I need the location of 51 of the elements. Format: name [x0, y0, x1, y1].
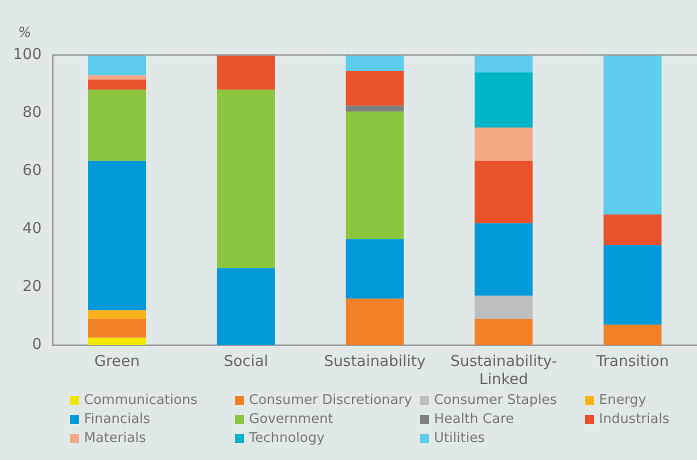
y-tick-label: 80	[22, 102, 42, 121]
legend-label: Industrials	[598, 411, 670, 427]
legend-label: Financials	[83, 411, 152, 427]
legend-label: Consumer Discretionary	[248, 392, 413, 408]
bar	[346, 106, 404, 112]
bar	[474, 318, 533, 345]
bar	[346, 70, 404, 106]
legend-label: Utilities	[433, 430, 486, 446]
legend-label: Communications	[83, 392, 198, 408]
bar	[604, 55, 662, 214]
bar	[216, 268, 275, 345]
bar	[88, 318, 146, 338]
y-axis-title: %	[18, 25, 32, 41]
y-tick-label: 0	[32, 334, 42, 353]
y-tick-label: 60	[22, 160, 42, 179]
bar	[474, 55, 533, 72]
bar	[346, 239, 404, 299]
legend-label: Consumer Staples	[433, 392, 558, 408]
bar	[88, 80, 146, 90]
bar	[604, 214, 662, 245]
bar	[604, 244, 662, 325]
bar	[88, 310, 146, 319]
bar	[474, 72, 533, 128]
bar	[346, 112, 404, 240]
bar	[216, 90, 275, 268]
bar	[474, 128, 533, 161]
x-tick-label: Sustainability	[324, 352, 426, 370]
bar	[88, 160, 146, 310]
bar	[474, 160, 533, 224]
legend-label: Health Care	[433, 411, 515, 427]
bar	[604, 324, 662, 345]
x-tick-label: Transition	[595, 352, 669, 370]
x-tick-label: Sustainability-Linked	[450, 352, 558, 388]
x-tick-label: Social	[224, 352, 268, 370]
legend-label: Energy	[598, 392, 648, 408]
bar	[88, 55, 146, 76]
bar	[216, 55, 275, 90]
y-tick-label: 40	[22, 218, 42, 237]
legend-label: Materials	[83, 430, 147, 446]
legend-label: Technology	[248, 430, 326, 446]
bar	[88, 90, 146, 161]
bar	[346, 55, 404, 71]
x-tick-label: Green	[94, 352, 140, 370]
y-tick-label: 100	[12, 44, 42, 63]
bar	[88, 338, 146, 345]
bar	[346, 298, 404, 345]
bar	[88, 75, 146, 80]
bar	[474, 296, 533, 319]
y-tick-label: 20	[22, 276, 42, 295]
legend-label: Government	[248, 411, 334, 427]
bar	[474, 223, 533, 296]
